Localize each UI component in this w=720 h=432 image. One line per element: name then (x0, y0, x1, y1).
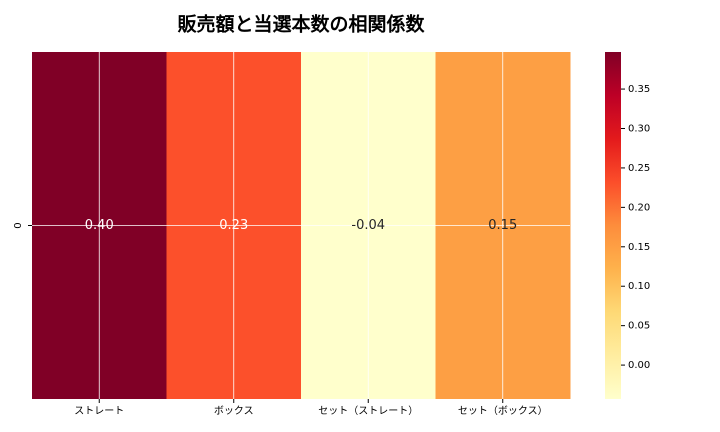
y-tick-label: 0 (13, 222, 24, 228)
x-tick-label: ストレート (74, 406, 124, 417)
colorbar-tick-label: 0.25 (628, 163, 650, 174)
colorbar-tick-label: 0.05 (628, 321, 650, 332)
colorbar-tick-label: 0.35 (628, 84, 650, 95)
x-tick-label: ボックス (214, 405, 254, 417)
x-tick-label: セット（ボックス） (458, 405, 548, 417)
x-tick-label: セット（ストレート） (318, 405, 418, 417)
data-label: -0.04 (351, 218, 385, 233)
colorbar-tick-label: 0.20 (628, 202, 650, 213)
data-label: 0.15 (488, 218, 517, 233)
chart-title: 販売額と当選本数の相関係数 (177, 13, 425, 36)
colorbar-tick-label: 0.00 (628, 360, 650, 371)
data-label: 0.23 (219, 218, 248, 233)
colorbar-tick-label: 0.10 (628, 281, 650, 292)
colorbar-tick-label: 0.15 (628, 242, 650, 253)
data-label: 0.40 (85, 218, 114, 233)
colorbar-tick-label: 0.30 (628, 123, 650, 134)
colorbar (605, 52, 621, 399)
